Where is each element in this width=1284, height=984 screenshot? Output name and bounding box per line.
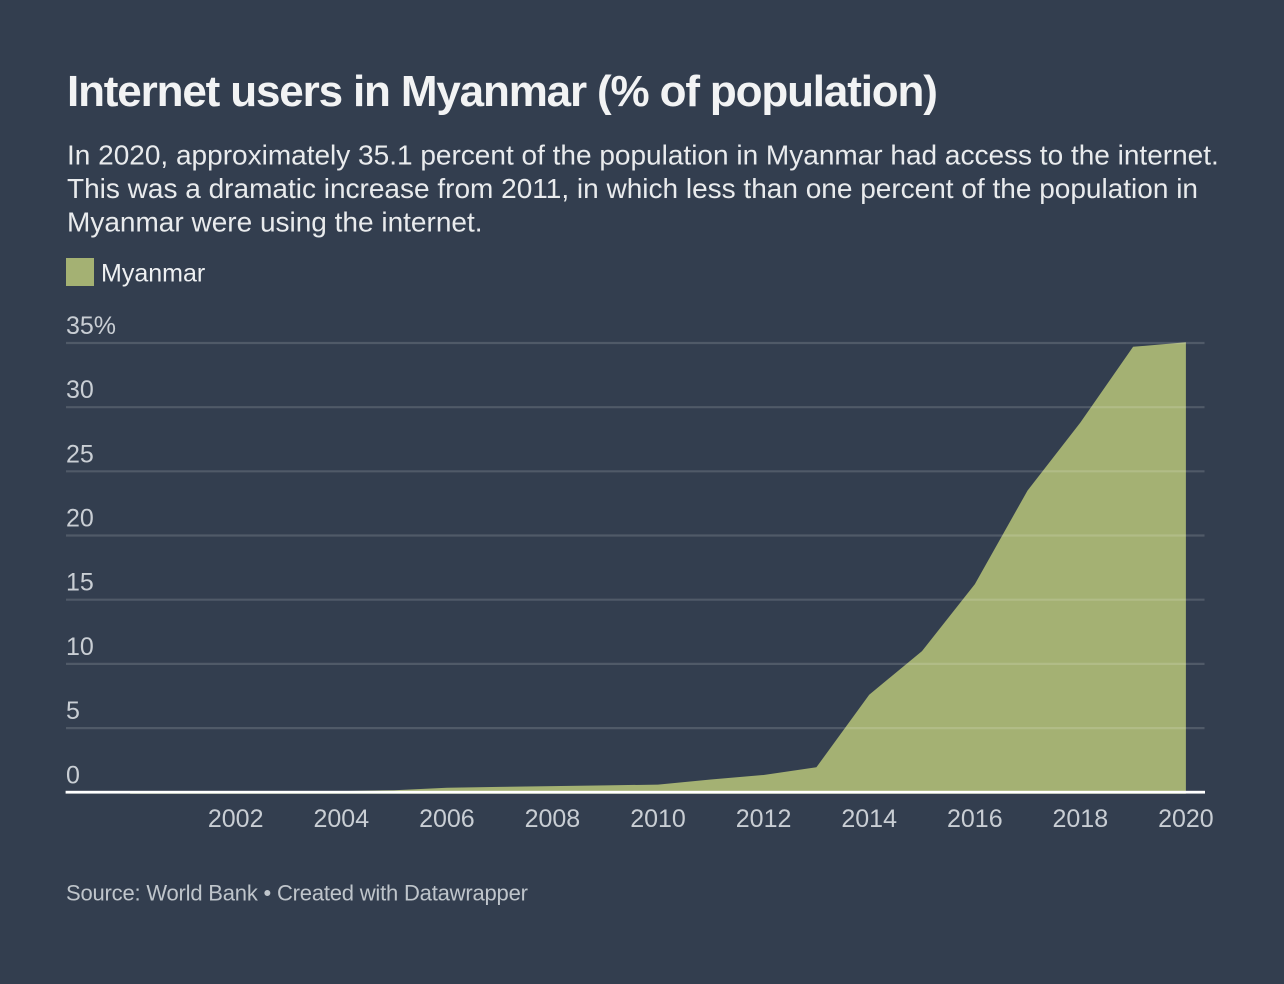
svg-text:In 2020, approximately 35.1 pe: In 2020, approximately 35.1 percent of t… xyxy=(67,139,1219,170)
svg-text:25: 25 xyxy=(66,440,94,468)
svg-text:35%: 35% xyxy=(66,312,116,340)
svg-text:2012: 2012 xyxy=(736,805,792,833)
svg-text:0: 0 xyxy=(66,761,80,789)
svg-text:This was a dramatic increase f: This was a dramatic increase from 2011, … xyxy=(67,173,1198,204)
svg-text:2020: 2020 xyxy=(1158,805,1214,833)
svg-text:2010: 2010 xyxy=(630,805,686,833)
svg-text:Myanmar: Myanmar xyxy=(101,259,205,287)
svg-text:2018: 2018 xyxy=(1052,805,1108,833)
svg-text:2016: 2016 xyxy=(947,805,1003,833)
svg-text:2006: 2006 xyxy=(419,805,475,833)
svg-text:5: 5 xyxy=(66,697,80,725)
svg-text:30: 30 xyxy=(66,376,94,404)
svg-text:10: 10 xyxy=(66,633,94,661)
svg-text:2004: 2004 xyxy=(313,805,369,833)
svg-text:15: 15 xyxy=(66,569,94,597)
svg-text:Internet users in Myanmar (% o: Internet users in Myanmar (% of populati… xyxy=(67,67,937,116)
svg-text:20: 20 xyxy=(66,505,94,533)
svg-text:Source: World Bank • Created w: Source: World Bank • Created with Datawr… xyxy=(66,880,528,905)
svg-text:2008: 2008 xyxy=(525,805,581,833)
svg-text:2014: 2014 xyxy=(841,805,897,833)
svg-text:Myanmar were using the interne: Myanmar were using the internet. xyxy=(67,207,483,238)
svg-text:2002: 2002 xyxy=(208,805,264,833)
